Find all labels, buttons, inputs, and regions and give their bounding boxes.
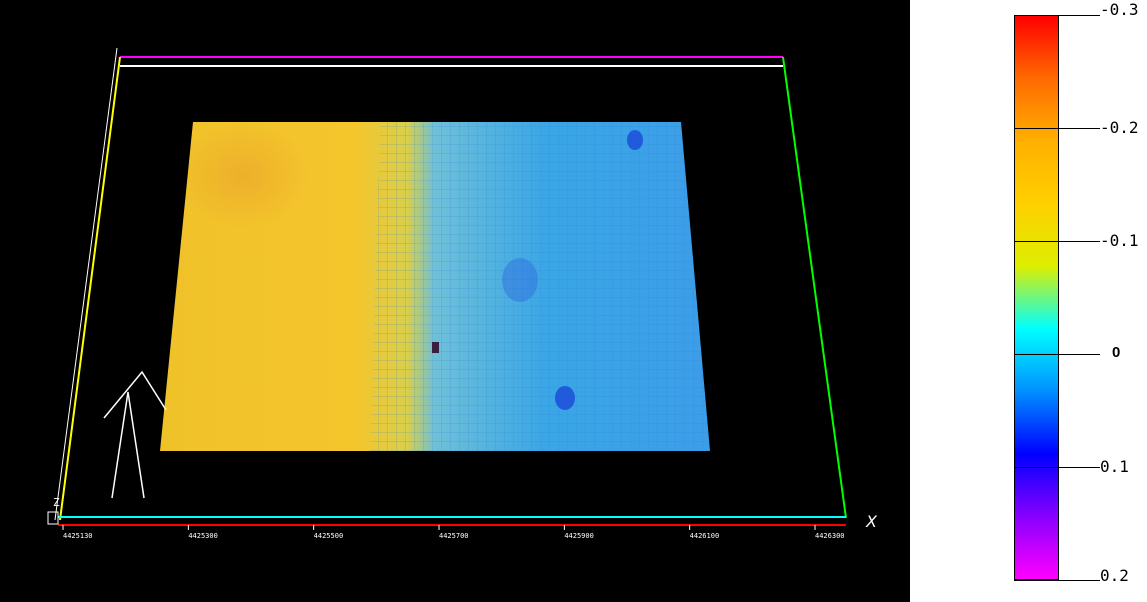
colorbar-tick-line [1014, 241, 1100, 242]
z-axis-marker [47, 511, 59, 525]
x-axis-tick-label: 4426100 [690, 532, 720, 540]
x-axis-tick-label: 4425900 [564, 532, 594, 540]
x-axis-tick-label: 4425300 [188, 532, 218, 540]
surface-dark-blob [555, 386, 575, 410]
north-arrow-head-icon [103, 370, 167, 419]
surface-texture [370, 122, 710, 451]
surface-dark-blob [627, 130, 643, 150]
x-axis-label: X [865, 512, 878, 531]
colorbar-tick-label: -0.2 [1100, 118, 1139, 137]
colorbar-tick-line [1014, 354, 1100, 355]
north-arrow-icon [111, 391, 145, 499]
colorbar-tick-label: 0 [1112, 344, 1121, 361]
colorbar-tick-line [1014, 15, 1100, 16]
colorbar-tick-label: -0.1 [1100, 231, 1139, 250]
box-left-edge-inner [54, 47, 118, 521]
colorbar [1014, 15, 1059, 580]
colorbar-tick-label: 0.1 [1100, 457, 1129, 476]
z-axis-label: Z [53, 496, 60, 509]
surface-warm-patch [175, 122, 400, 300]
x-axis-tick-label: 4425700 [439, 532, 469, 540]
x-axis-tick-label: 4425130 [63, 532, 93, 540]
x-axis-ticks: 4425130 4425300 4425500 4425700 4425900 44261… [62, 525, 845, 540]
colorbar-tick-line [1014, 467, 1100, 468]
box-left-edge [59, 56, 121, 521]
surface-dark-blob [502, 258, 538, 302]
colorbar-tick-label: -0.3 [1100, 0, 1139, 19]
colorbar-tick-line [1014, 128, 1100, 129]
x-axis-tick-label: 4426300 [815, 532, 845, 540]
surface-marker [432, 342, 439, 353]
box-right-edge [782, 56, 847, 519]
surface-scene[interactable]: Z 4425130 4425300 4425500 4425700 4425900 442… [0, 0, 910, 602]
x-axis-tick-label: 4425500 [314, 532, 344, 540]
colorbar-tick-line [1014, 580, 1100, 581]
colorbar-tick-label: 0.2 [1100, 566, 1129, 585]
3d-viewport[interactable]: Z 4425130 4425300 4425500 4425700 4425900 442… [0, 0, 910, 602]
